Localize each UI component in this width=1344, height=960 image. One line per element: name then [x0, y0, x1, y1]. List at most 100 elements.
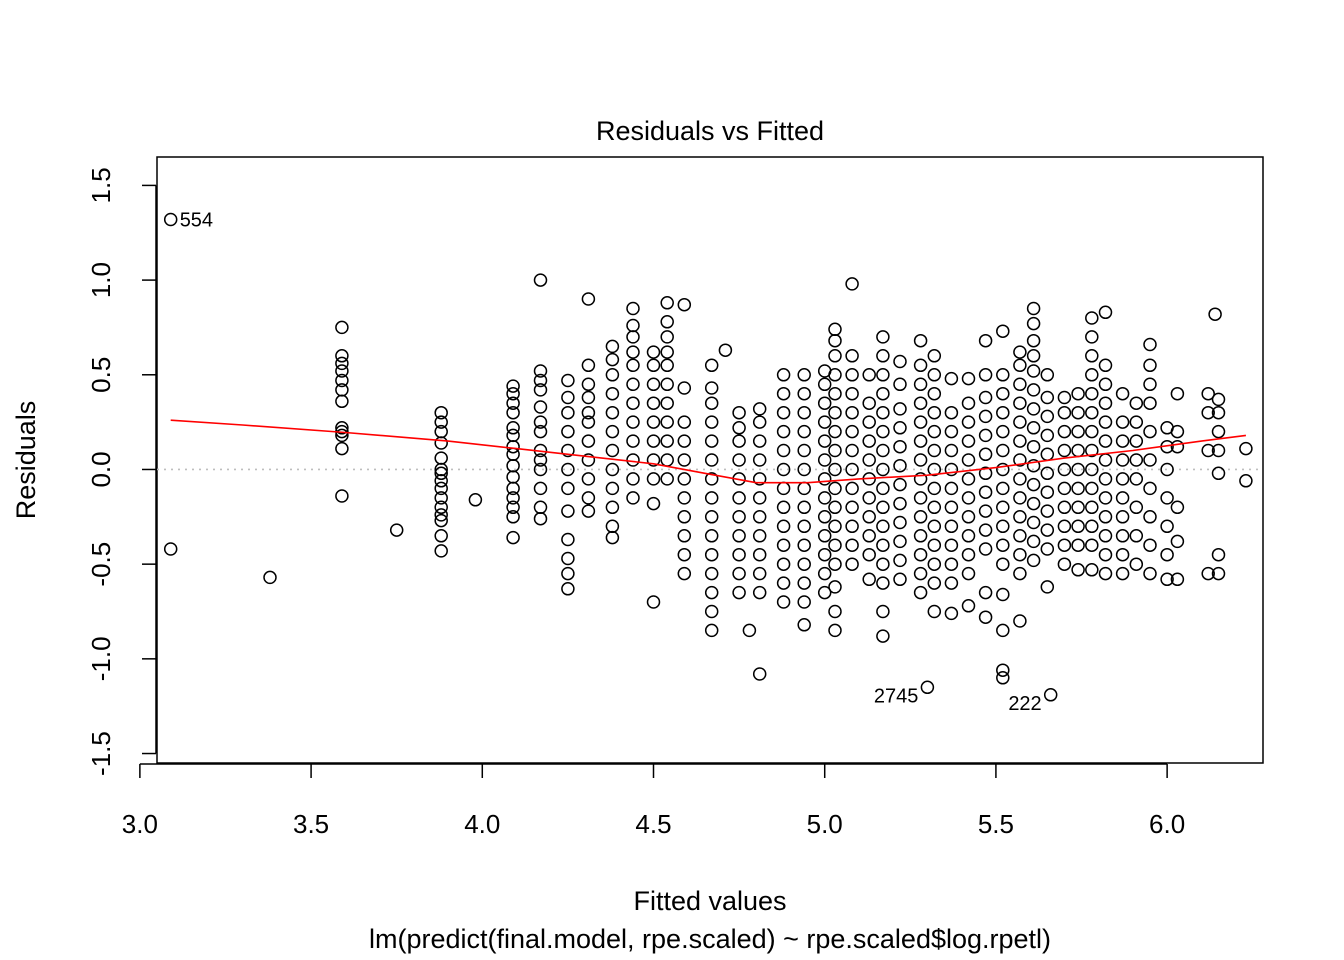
- data-point: [605, 368, 620, 382]
- data-point: [876, 629, 890, 643]
- data-point: [1170, 500, 1185, 515]
- data-point: [646, 496, 661, 511]
- data-point: [561, 532, 575, 547]
- data-point: [605, 519, 620, 534]
- data-point: [996, 462, 1010, 477]
- data-point: [862, 434, 876, 448]
- data-point: [927, 462, 942, 477]
- data-point: [797, 462, 811, 477]
- data-point: [660, 377, 674, 392]
- data-point: [335, 364, 349, 378]
- data-point: [506, 396, 520, 410]
- data-point: [1071, 462, 1085, 477]
- data-point: [1239, 474, 1253, 488]
- data-point: [1040, 523, 1055, 537]
- data-point: [828, 349, 842, 363]
- data-point: [506, 405, 520, 420]
- data-point: [1026, 515, 1041, 530]
- data-point: [704, 566, 719, 581]
- data-point: [506, 439, 520, 454]
- data-point: [1013, 510, 1027, 524]
- data-point: [1026, 458, 1041, 473]
- data-point: [978, 542, 993, 556]
- data-point: [797, 576, 811, 590]
- data-point: [533, 273, 548, 287]
- data-point: [660, 472, 674, 486]
- data-point: [876, 443, 890, 458]
- data-point: [605, 443, 620, 458]
- data-point: [335, 441, 349, 456]
- data-point: [996, 405, 1010, 420]
- data-point: [581, 491, 596, 505]
- data-point: [752, 529, 767, 543]
- data-point: [845, 424, 859, 439]
- data-point: [389, 523, 404, 537]
- data-point: [978, 523, 993, 537]
- data-point: [927, 481, 942, 496]
- data-point: [1085, 386, 1099, 401]
- data-point: [434, 436, 448, 450]
- data-point: [752, 415, 767, 429]
- data-point: [913, 415, 928, 429]
- data-point: [1115, 415, 1130, 429]
- labelled-data-point: [1043, 688, 1058, 702]
- data-point: [944, 519, 959, 534]
- data-point: [797, 443, 811, 458]
- data-point: [506, 470, 520, 484]
- data-point: [1085, 405, 1099, 420]
- data-point: [1143, 510, 1157, 524]
- data-point: [1129, 434, 1144, 448]
- data-point: [677, 529, 692, 543]
- data-point: [506, 530, 520, 545]
- data-point: [732, 434, 746, 448]
- data-point: [961, 371, 976, 386]
- data-point: [828, 481, 842, 496]
- data-point: [434, 424, 448, 439]
- data-point: [845, 443, 859, 458]
- data-point: [978, 466, 993, 481]
- data-point: [1040, 390, 1055, 405]
- data-point: [1129, 557, 1144, 571]
- x-tick-label: 5.0: [807, 809, 843, 839]
- chart-subtitle: lm(predict(final.model, rpe.scaled) ~ rp…: [369, 924, 1051, 954]
- data-point: [996, 663, 1010, 677]
- data-point: [732, 585, 746, 600]
- data-point: [704, 358, 719, 373]
- data-point: [718, 343, 733, 357]
- data-point: [704, 547, 719, 562]
- data-point: [605, 405, 620, 420]
- data-point: [817, 547, 832, 562]
- data-point: [893, 458, 907, 473]
- x-tick-label: 3.0: [122, 809, 158, 839]
- data-point: [996, 500, 1010, 515]
- data-point: [876, 368, 890, 382]
- data-point: [817, 529, 832, 543]
- data-point: [1160, 491, 1174, 505]
- data-point: [996, 443, 1010, 458]
- data-point: [1013, 614, 1027, 628]
- data-point: [506, 491, 520, 505]
- point-annotations: 554 2745 222: [163, 209, 1058, 715]
- data-point: [533, 383, 548, 397]
- x-tick-label: 3.5: [293, 809, 329, 839]
- data-point: [797, 538, 811, 552]
- point-label-222: 222: [1008, 693, 1041, 715]
- data-point: [961, 472, 976, 486]
- data-point: [996, 587, 1010, 602]
- data-point: [1211, 547, 1226, 562]
- data-point: [660, 453, 674, 467]
- data-point: [626, 434, 640, 448]
- data-point: [1170, 572, 1185, 587]
- data-point: [752, 510, 767, 524]
- data-point: [944, 443, 959, 458]
- data-point: [1071, 563, 1085, 577]
- data-point: [1129, 453, 1144, 467]
- data-point: [978, 610, 993, 624]
- data-point: [581, 415, 596, 429]
- data-point: [646, 358, 661, 373]
- data-point: [561, 373, 575, 388]
- data-point: [626, 415, 640, 429]
- data-point: [626, 453, 640, 467]
- data-point: [828, 368, 842, 382]
- data-point: [797, 519, 811, 534]
